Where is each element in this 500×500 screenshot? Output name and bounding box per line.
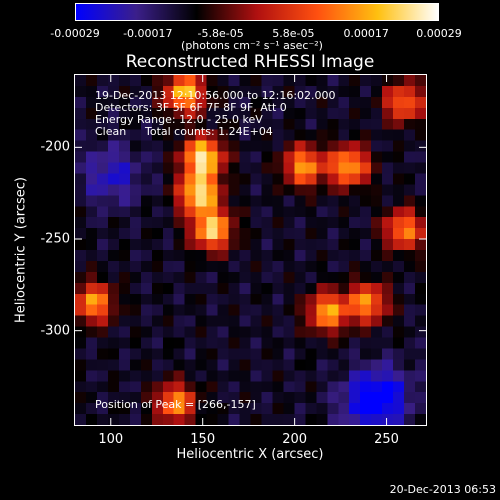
annotation-method: Clean (95, 125, 127, 138)
annotation-time-range: 19-Dec-2013 12:10:56.000 to 12:16:02.000 (95, 89, 336, 102)
colorbar (75, 3, 439, 21)
colorbar-tick-label: -0.00029 (50, 27, 100, 40)
annotation-energy: Energy Range: 12.0 - 25.0 keV (95, 113, 263, 126)
colorbar-tick-label: -5.8e-05 (197, 27, 244, 40)
colorbar-units: (photons cm⁻² s⁻¹ asec⁻²) (181, 39, 323, 52)
heatmap-image (75, 75, 426, 425)
y-tick-label: -300 (40, 323, 70, 339)
annotation-counts: Total counts: 1.24E+04 (145, 125, 273, 138)
y-axis-label: Heliocentric Y (arcsec) (13, 177, 29, 323)
chart-title: Reconstructed RHESSI Image (125, 52, 375, 72)
annotation-detectors: Detectors: 3F 5F 6F 7F 8F 9F, Att 0 (95, 101, 287, 114)
x-tick-label: 100 (98, 432, 124, 447)
y-tick-label: -250 (40, 231, 70, 247)
colorbar-tick-label: -0.00017 (123, 27, 173, 40)
y-tick-label: -200 (40, 139, 70, 155)
colorbar-tick-label: 0.00017 (343, 27, 389, 40)
colorbar-tick-label: 5.8e-05 (272, 27, 315, 40)
timestamp: 20-Dec-2013 06:53 (389, 483, 496, 496)
colorbar-tick-label: 0.00029 (416, 27, 462, 40)
x-tick-label: 150 (190, 432, 216, 447)
x-tick-label: 250 (374, 432, 399, 447)
annotation-peak: Position of Peak = [266,-157] (95, 398, 256, 411)
plot-area (74, 74, 427, 426)
x-axis-label: Heliocentric X (arcsec) (176, 447, 324, 462)
x-tick-label: 200 (282, 432, 308, 447)
